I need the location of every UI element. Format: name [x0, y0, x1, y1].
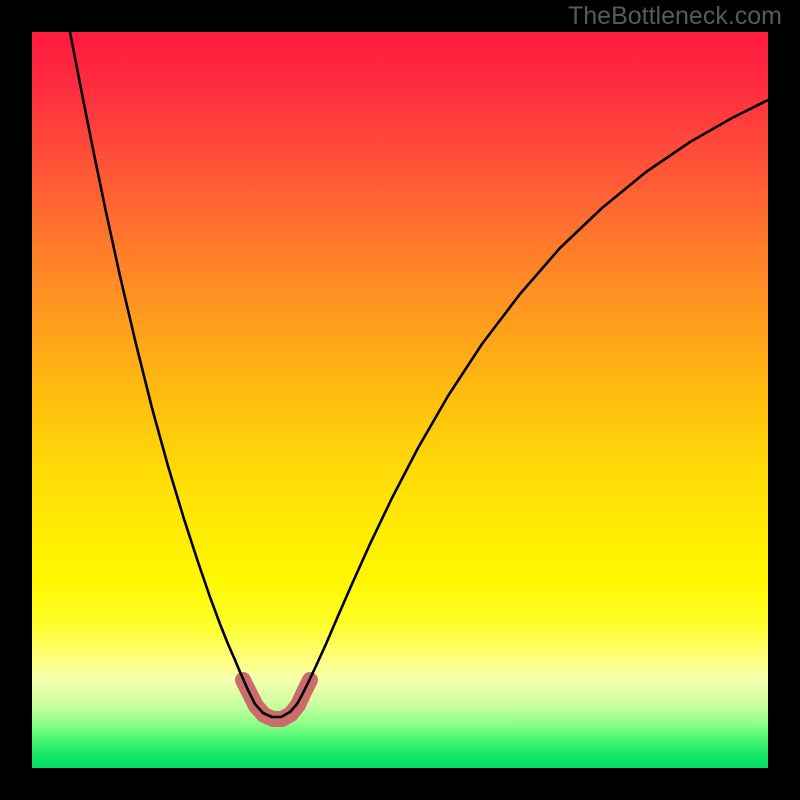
- chart-svg: [32, 32, 768, 768]
- watermark-text: TheBottleneck.com: [568, 2, 782, 31]
- bottleneck-curve: [70, 32, 768, 717]
- plot-area: [32, 32, 768, 768]
